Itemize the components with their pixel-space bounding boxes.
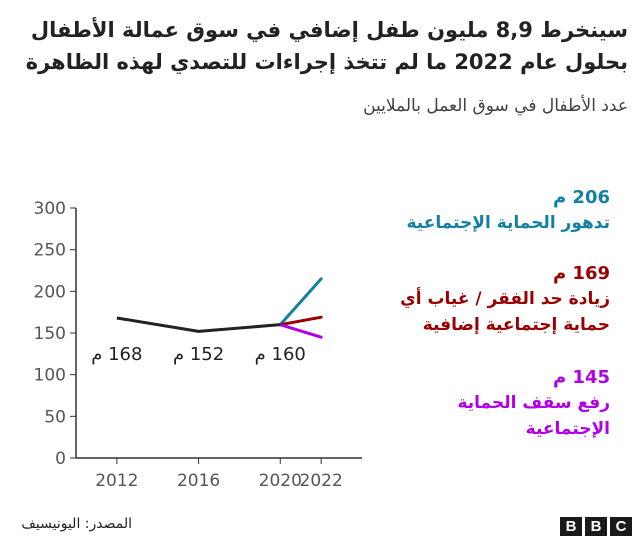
historical-line (116, 316, 281, 333)
legend-value-1: 206 م (552, 187, 610, 208)
legend-label-2b: حماية إجتماعية إضافية (422, 315, 610, 335)
historical-data-label: 168 م (91, 344, 142, 365)
y-tick-label: 200 (34, 282, 66, 302)
legend-value-2: 169 م (552, 263, 610, 284)
legend-value-3: 145 م (552, 367, 610, 388)
bbc-logo: B B C (560, 517, 632, 536)
y-tick-label: 150 (34, 324, 66, 344)
y-tick-label: 100 (34, 366, 66, 386)
legend-scenario-1: 206 م تدهور الحماية الإجتماعية (406, 186, 610, 236)
legend-label-3b: الإجتماعية (525, 419, 610, 439)
x-tick-label: 2016 (177, 471, 220, 491)
historical-data-label: 152 م (173, 344, 224, 365)
source-note: المصدر: اليونيسيف (21, 516, 132, 532)
scenario-line-2 (278, 315, 323, 327)
y-tick-label: 250 (34, 241, 66, 261)
bbc-logo-letter-1: B (560, 517, 582, 536)
legend-scenario-2: 169 م زيادة حد الفقر / غياب أي حماية إجت… (400, 262, 610, 338)
chart-subtitle: عدد الأطفال في سوق العمل بالملايين (363, 96, 628, 116)
legend-scenario-3: 145 م رفع سقف الحماية الإجتماعية (457, 366, 610, 442)
title-line-2: بحلول عام 2022 ما لم تتخذ إجراءات للتصدي… (25, 50, 628, 74)
x-tick-label: 2022 (300, 471, 343, 491)
y-tick-label: 300 (34, 199, 66, 219)
historical-data-label: 160 م (255, 344, 306, 365)
chart-title: سينخرط 8,9 مليون طفل إضافي في سوق عمالة … (8, 14, 628, 78)
y-tick-label: 50 (44, 407, 66, 427)
legend-label-2a: زيادة حد الفقر / غياب أي (400, 289, 610, 309)
scenario-line-1 (278, 277, 323, 327)
x-tick-label: 2020 (259, 471, 302, 491)
legend-label-3a: رفع سقف الحماية (457, 393, 610, 413)
title-line-1: سينخرط 8,9 مليون طفل إضافي في سوق عمالة … (30, 18, 628, 42)
x-tick-label: 2012 (95, 471, 138, 491)
bbc-logo-letter-2: B (585, 517, 607, 536)
y-tick-label: 0 (55, 449, 66, 469)
bbc-logo-letter-3: C (610, 517, 632, 536)
scenario-line-3 (278, 323, 323, 339)
legend-label-1: تدهور الحماية الإجتماعية (406, 213, 610, 233)
